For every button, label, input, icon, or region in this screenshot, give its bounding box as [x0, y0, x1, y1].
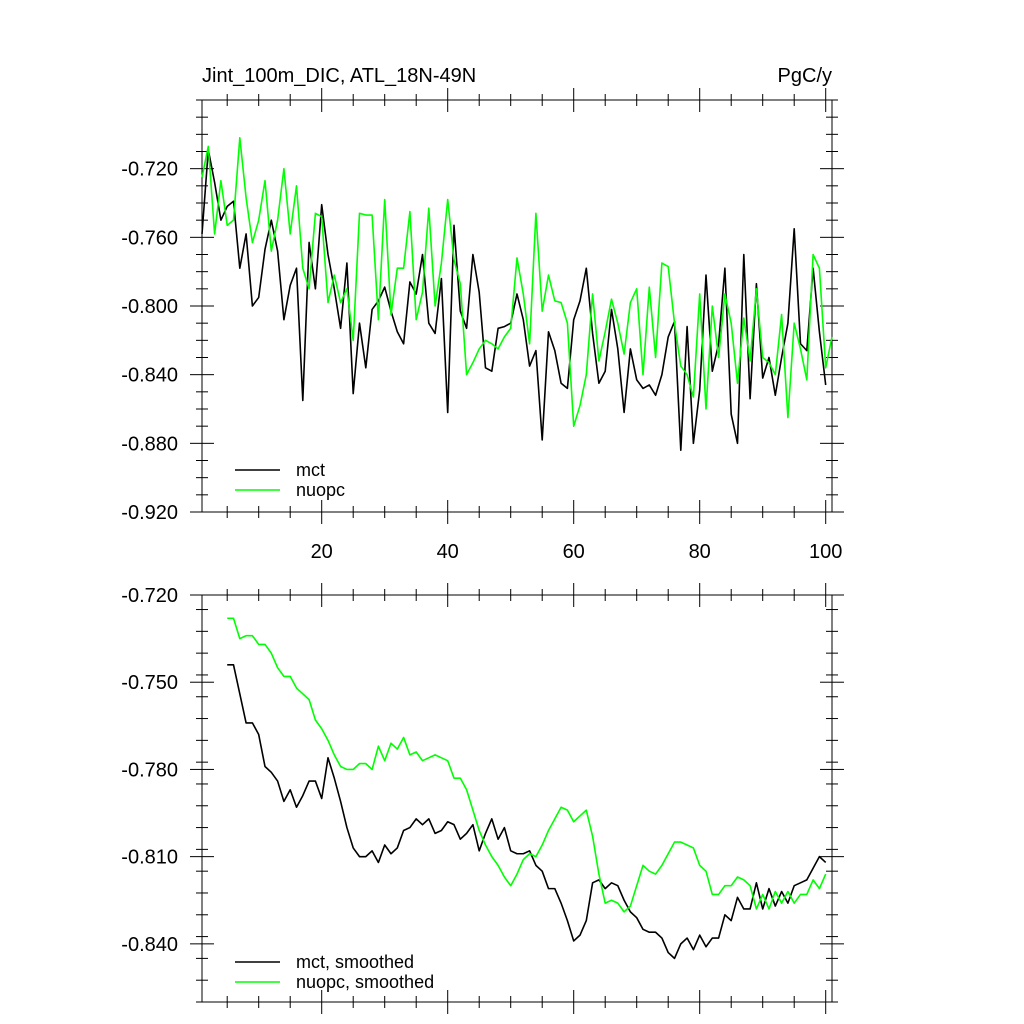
top-panel: 20 40 60 80 100 -0.720 -0.760 -0.800 -0.840 -0.88… [121, 65, 844, 563]
y-tick-label: -0.720 [121, 159, 178, 181]
y-tick-label: -0.920 [121, 502, 178, 524]
y-tick-label: -0.880 [121, 433, 178, 455]
bottom-panel: -0.720 -0.750 -0.780 -0.810 -0.840 mct, smoot… [121, 583, 844, 1014]
series-line-mct [201, 148, 827, 452]
y-tick-label: -0.760 [121, 227, 178, 249]
x-tick-label: 20 [311, 541, 333, 563]
y-tick-label: -0.750 [121, 672, 178, 694]
x-tick-label: 60 [563, 541, 585, 563]
y-tick-label: -0.780 [121, 759, 178, 781]
series-line-nuopc-smoothed [227, 617, 827, 913]
x-tick-label: 40 [437, 541, 459, 563]
legend-label: mct, smoothed [296, 952, 414, 972]
y-tick-label: -0.800 [121, 296, 178, 318]
series-line-mct-smoothed [227, 663, 827, 960]
y-tick-label: -0.840 [121, 934, 178, 956]
y-tick-label: -0.840 [121, 365, 178, 387]
x-tick-label: 80 [689, 541, 711, 563]
x-tick-label: 100 [809, 541, 842, 563]
y-tick-label: -0.810 [121, 847, 178, 869]
legend-label: mct [296, 460, 325, 480]
chart-units-label: PgC/y [778, 65, 832, 87]
y-tick-label: -0.720 [121, 585, 178, 607]
series-line-nuopc [201, 136, 833, 427]
chart-title-left: Jint_100m_DIC, ATL_18N-49N [202, 65, 476, 87]
legend-label: nuopc, smoothed [296, 972, 434, 992]
plot-frame [201, 594, 833, 1003]
legend-label: nuopc [296, 480, 345, 500]
